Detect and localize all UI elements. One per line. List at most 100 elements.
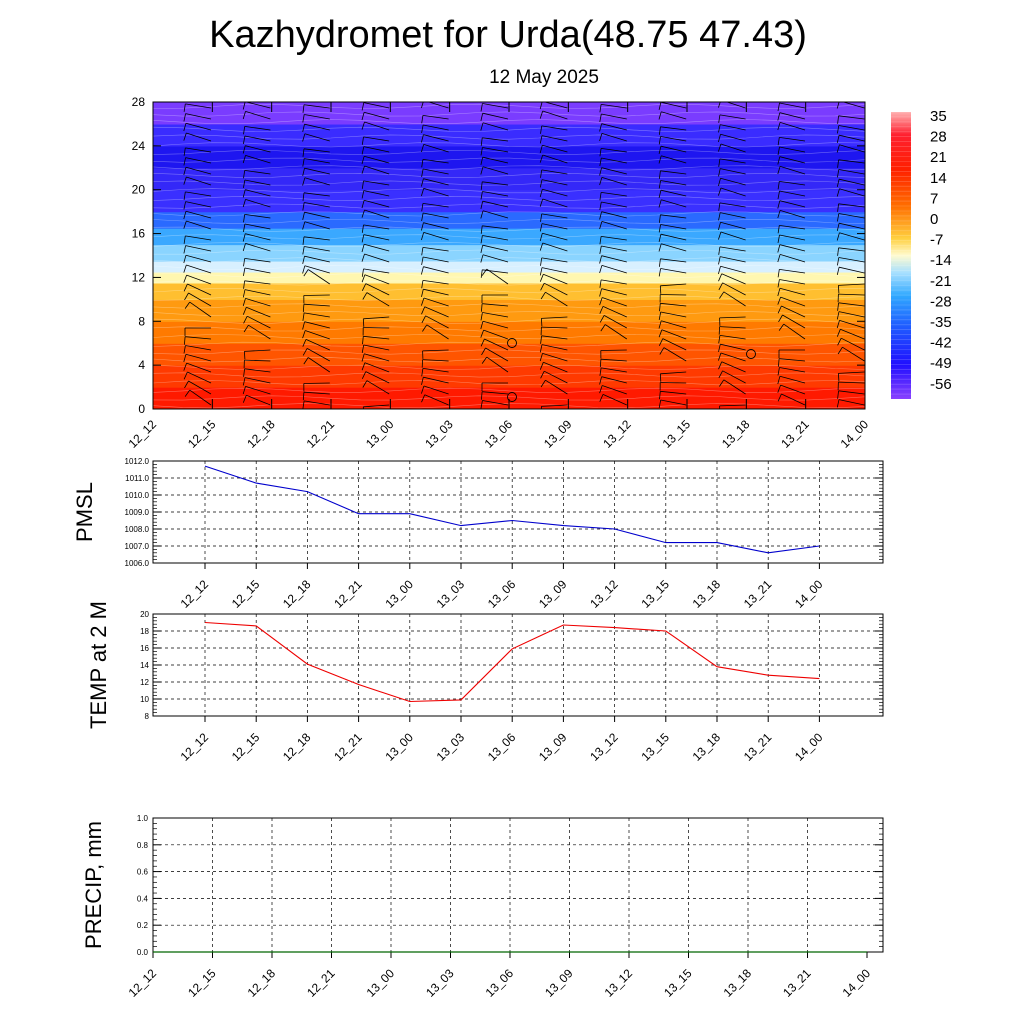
wind-barb	[718, 102, 746, 109]
wind-barb-flag	[540, 283, 545, 291]
wind-barb	[184, 301, 212, 318]
wind-barb	[421, 188, 449, 197]
wind-barb	[777, 137, 806, 146]
wind-barb-shaft	[422, 359, 449, 362]
wind-barb-flag	[362, 336, 364, 345]
temp-panel: 8 10 12 14 16 18 20 12_12 12_15 12_18 12_21 13_00 13…	[86, 601, 884, 764]
wind-barb-shaft	[779, 254, 806, 263]
wind-barb-flag	[243, 258, 246, 267]
wind-barb	[481, 391, 509, 400]
wind-barb-flag	[719, 379, 725, 387]
wind-barb-flag	[658, 311, 662, 320]
wind-barb-shaft	[364, 274, 390, 285]
wind-barb	[481, 356, 509, 373]
wind-barb	[539, 242, 568, 252]
wind-barb-shaft	[304, 221, 330, 230]
wind-barb	[421, 368, 449, 377]
wind-barb-shaft	[660, 399, 687, 406]
wind-barb-shaft	[363, 243, 390, 252]
wind-barb-shaft	[601, 113, 627, 120]
wind-barb	[777, 122, 806, 131]
wind-barb	[777, 269, 806, 278]
wind-barb-flag	[659, 126, 661, 135]
wind-barb-flag	[836, 135, 840, 143]
wind-barb-shaft	[303, 391, 330, 395]
wind-barb-shaft	[364, 209, 390, 219]
wind-barb-shaft	[185, 113, 212, 120]
wind-barb-shaft	[542, 242, 568, 252]
wind-barb-flag	[718, 222, 721, 231]
wind-barb-shaft	[304, 211, 330, 219]
wind-barb	[777, 375, 806, 385]
wind-barb-flag	[242, 298, 246, 307]
wind-barb-shaft	[601, 148, 627, 153]
wind-barb-shaft	[482, 269, 509, 274]
wind-barb-flag	[599, 297, 603, 306]
x-tick-label: 13_21	[778, 417, 812, 451]
wind-barb-flag	[480, 400, 483, 409]
colorbar-label: 14	[930, 170, 947, 187]
wind-barb-flag	[242, 307, 247, 315]
wind-barb-shaft	[544, 370, 568, 384]
wind-barb-flag	[242, 102, 246, 110]
wind-barb-flag	[421, 222, 424, 231]
wind-barb-flag	[658, 243, 662, 252]
wind-barb-shaft	[660, 268, 687, 274]
wind-barb-flag	[600, 324, 606, 332]
wind-barb-shaft	[424, 306, 449, 318]
wind-barb-flag	[599, 201, 602, 210]
wind-barb-flag	[599, 148, 602, 157]
wind-barb-shaft	[720, 221, 746, 230]
wind-barb-shaft	[542, 144, 568, 153]
wind-barb-shaft	[660, 294, 687, 296]
wind-barb	[540, 370, 568, 384]
wind-barb-flag	[302, 330, 306, 339]
colorbar-label: -28	[930, 293, 952, 310]
wind-barb-flag	[659, 303, 661, 312]
wind-barb-shaft	[781, 393, 806, 406]
wind-barb	[658, 338, 687, 351]
wind-barb-shaft	[244, 267, 271, 274]
precip-grid	[153, 818, 883, 952]
wind-barb-shaft	[600, 358, 627, 362]
wind-barb-shaft	[601, 255, 627, 263]
x-tick-label: 12_18	[280, 730, 314, 764]
wind-barb-flag	[539, 267, 543, 276]
wind-barb-flag	[718, 352, 722, 361]
x-tick-label: 13_18	[719, 417, 753, 451]
wind-barb-flag	[658, 329, 663, 338]
contour-line-19	[153, 257, 865, 263]
wind-barb-flag	[361, 224, 364, 233]
wind-barb-flag	[244, 351, 246, 360]
wind-barb	[302, 330, 330, 340]
wind-barb-shaft	[660, 180, 687, 186]
wind-barb	[539, 361, 568, 373]
wind-barb-shaft	[307, 269, 331, 285]
wind-barb	[837, 346, 865, 362]
wind-barb-shaft	[842, 346, 865, 362]
heatmap-band-2	[153, 343, 865, 366]
wind-barb	[837, 169, 865, 178]
wind-barb	[361, 165, 390, 175]
wind-barb	[836, 222, 865, 231]
wind-barb	[242, 199, 271, 208]
wind-barb-shaft	[541, 125, 568, 131]
wind-barb-flag	[837, 346, 843, 355]
wind-barb-shaft	[719, 316, 746, 319]
wind-barb-flag	[480, 312, 483, 321]
wind-barb-flag	[539, 154, 544, 163]
wind-barb-shaft	[185, 210, 212, 219]
wind-barb	[540, 169, 568, 178]
wind-barb	[838, 283, 865, 294]
wind-barb-flag	[718, 246, 721, 255]
wind-barb-flag	[658, 320, 662, 329]
wind-barb-shaft	[185, 103, 212, 109]
wind-barb-shaft	[186, 274, 212, 285]
wind-barb	[480, 112, 509, 121]
wind-barb-shaft	[305, 339, 330, 351]
wind-barb-flag	[539, 179, 543, 188]
wind-barb-flag	[539, 274, 544, 282]
wind-barb	[599, 211, 627, 220]
wind-barb-flag	[658, 399, 662, 408]
wind-barb-flag	[361, 371, 367, 379]
